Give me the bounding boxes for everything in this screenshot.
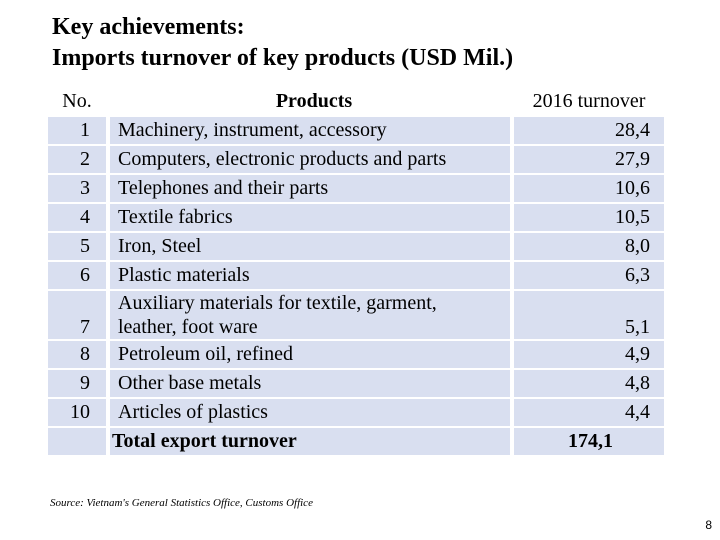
row-product: Telephones and their parts [110, 175, 510, 202]
table-header-row: No. Products 2016 turnover [48, 88, 664, 115]
column-gap [106, 88, 110, 115]
column-gap [106, 428, 110, 455]
row-value: 27,9 [514, 146, 664, 173]
column-gap [510, 233, 514, 260]
column-gap [106, 341, 110, 368]
row-product: Articles of plastics [110, 399, 510, 426]
column-gap [106, 291, 110, 339]
column-gap [510, 262, 514, 289]
column-gap [106, 370, 110, 397]
row-value: 10,6 [514, 175, 664, 202]
row-product: Computers, electronic products and parts [110, 146, 510, 173]
table-row: 3 Telephones and their parts 10,6 [48, 175, 664, 202]
row-value: 28,4 [514, 117, 664, 144]
imports-table: No. Products 2016 turnover 1 Machinery, … [48, 86, 664, 457]
row-number: 6 [48, 262, 106, 289]
table-row: 4 Textile fabrics 10,5 [48, 204, 664, 231]
column-gap [106, 262, 110, 289]
page-number: 8 [705, 518, 712, 532]
row-value: 4,4 [514, 399, 664, 426]
row-number: 9 [48, 370, 106, 397]
column-gap [510, 146, 514, 173]
total-label: Total export turnover [110, 428, 510, 455]
row-number: 5 [48, 233, 106, 260]
row-number: 1 [48, 117, 106, 144]
column-gap [106, 175, 110, 202]
row-product-line-2: leather, foot ware [118, 316, 258, 338]
total-number-cell [48, 428, 106, 455]
column-gap [106, 204, 110, 231]
header-products: Products [110, 88, 510, 115]
row-value: 5,1 [514, 291, 664, 339]
row-value: 8,0 [514, 233, 664, 260]
row-value: 4,9 [514, 341, 664, 368]
column-gap [510, 204, 514, 231]
source-note: Source: Vietnam's General Statistics Off… [50, 497, 313, 509]
row-number: 4 [48, 204, 106, 231]
row-value: 6,3 [514, 262, 664, 289]
row-product: Plastic materials [110, 262, 510, 289]
column-gap [510, 117, 514, 144]
table-row: 8 Petroleum oil, refined 4,9 [48, 341, 664, 368]
column-gap [510, 291, 514, 339]
row-number: 2 [48, 146, 106, 173]
column-gap [106, 146, 110, 173]
table-row: 10 Articles of plastics 4,4 [48, 399, 664, 426]
row-number: 3 [48, 175, 106, 202]
row-product-line-1: Auxiliary materials for textile, garment… [118, 292, 437, 314]
page-title: Key achievements: Imports turnover of ke… [52, 12, 513, 74]
header-no: No. [48, 88, 106, 115]
header-turnover: 2016 turnover [514, 88, 664, 115]
column-gap [510, 88, 514, 115]
row-product: Petroleum oil, refined [110, 341, 510, 368]
row-product: Machinery, instrument, accessory [110, 117, 510, 144]
title-line-1: Key achievements: [52, 14, 245, 40]
table-row: 6 Plastic materials 6,3 [48, 262, 664, 289]
column-gap [510, 175, 514, 202]
column-gap [510, 370, 514, 397]
table-row: 2 Computers, electronic products and par… [48, 146, 664, 173]
row-value: 4,8 [514, 370, 664, 397]
table-row: 9 Other base metals 4,8 [48, 370, 664, 397]
title-line-2: Imports turnover of key products (USD Mi… [52, 45, 514, 71]
column-gap [510, 428, 514, 455]
table-row: 7 Auxiliary materials for textile, garme… [48, 291, 664, 339]
row-product: Iron, Steel [110, 233, 510, 260]
total-row: Total export turnover 174,1 [48, 428, 664, 455]
total-value: 174,1 [514, 428, 664, 455]
row-number: 8 [48, 341, 106, 368]
table-row: 1 Machinery, instrument, accessory 28,4 [48, 117, 664, 144]
row-product: Textile fabrics [110, 204, 510, 231]
column-gap [106, 117, 110, 144]
column-gap [510, 341, 514, 368]
column-gap [510, 399, 514, 426]
row-number: 10 [48, 399, 106, 426]
column-gap [106, 233, 110, 260]
row-product: Auxiliary materials for textile, garment… [110, 291, 510, 339]
row-number: 7 [48, 291, 106, 339]
table-row: 5 Iron, Steel 8,0 [48, 233, 664, 260]
column-gap [106, 399, 110, 426]
row-value: 10,5 [514, 204, 664, 231]
row-product: Other base metals [110, 370, 510, 397]
